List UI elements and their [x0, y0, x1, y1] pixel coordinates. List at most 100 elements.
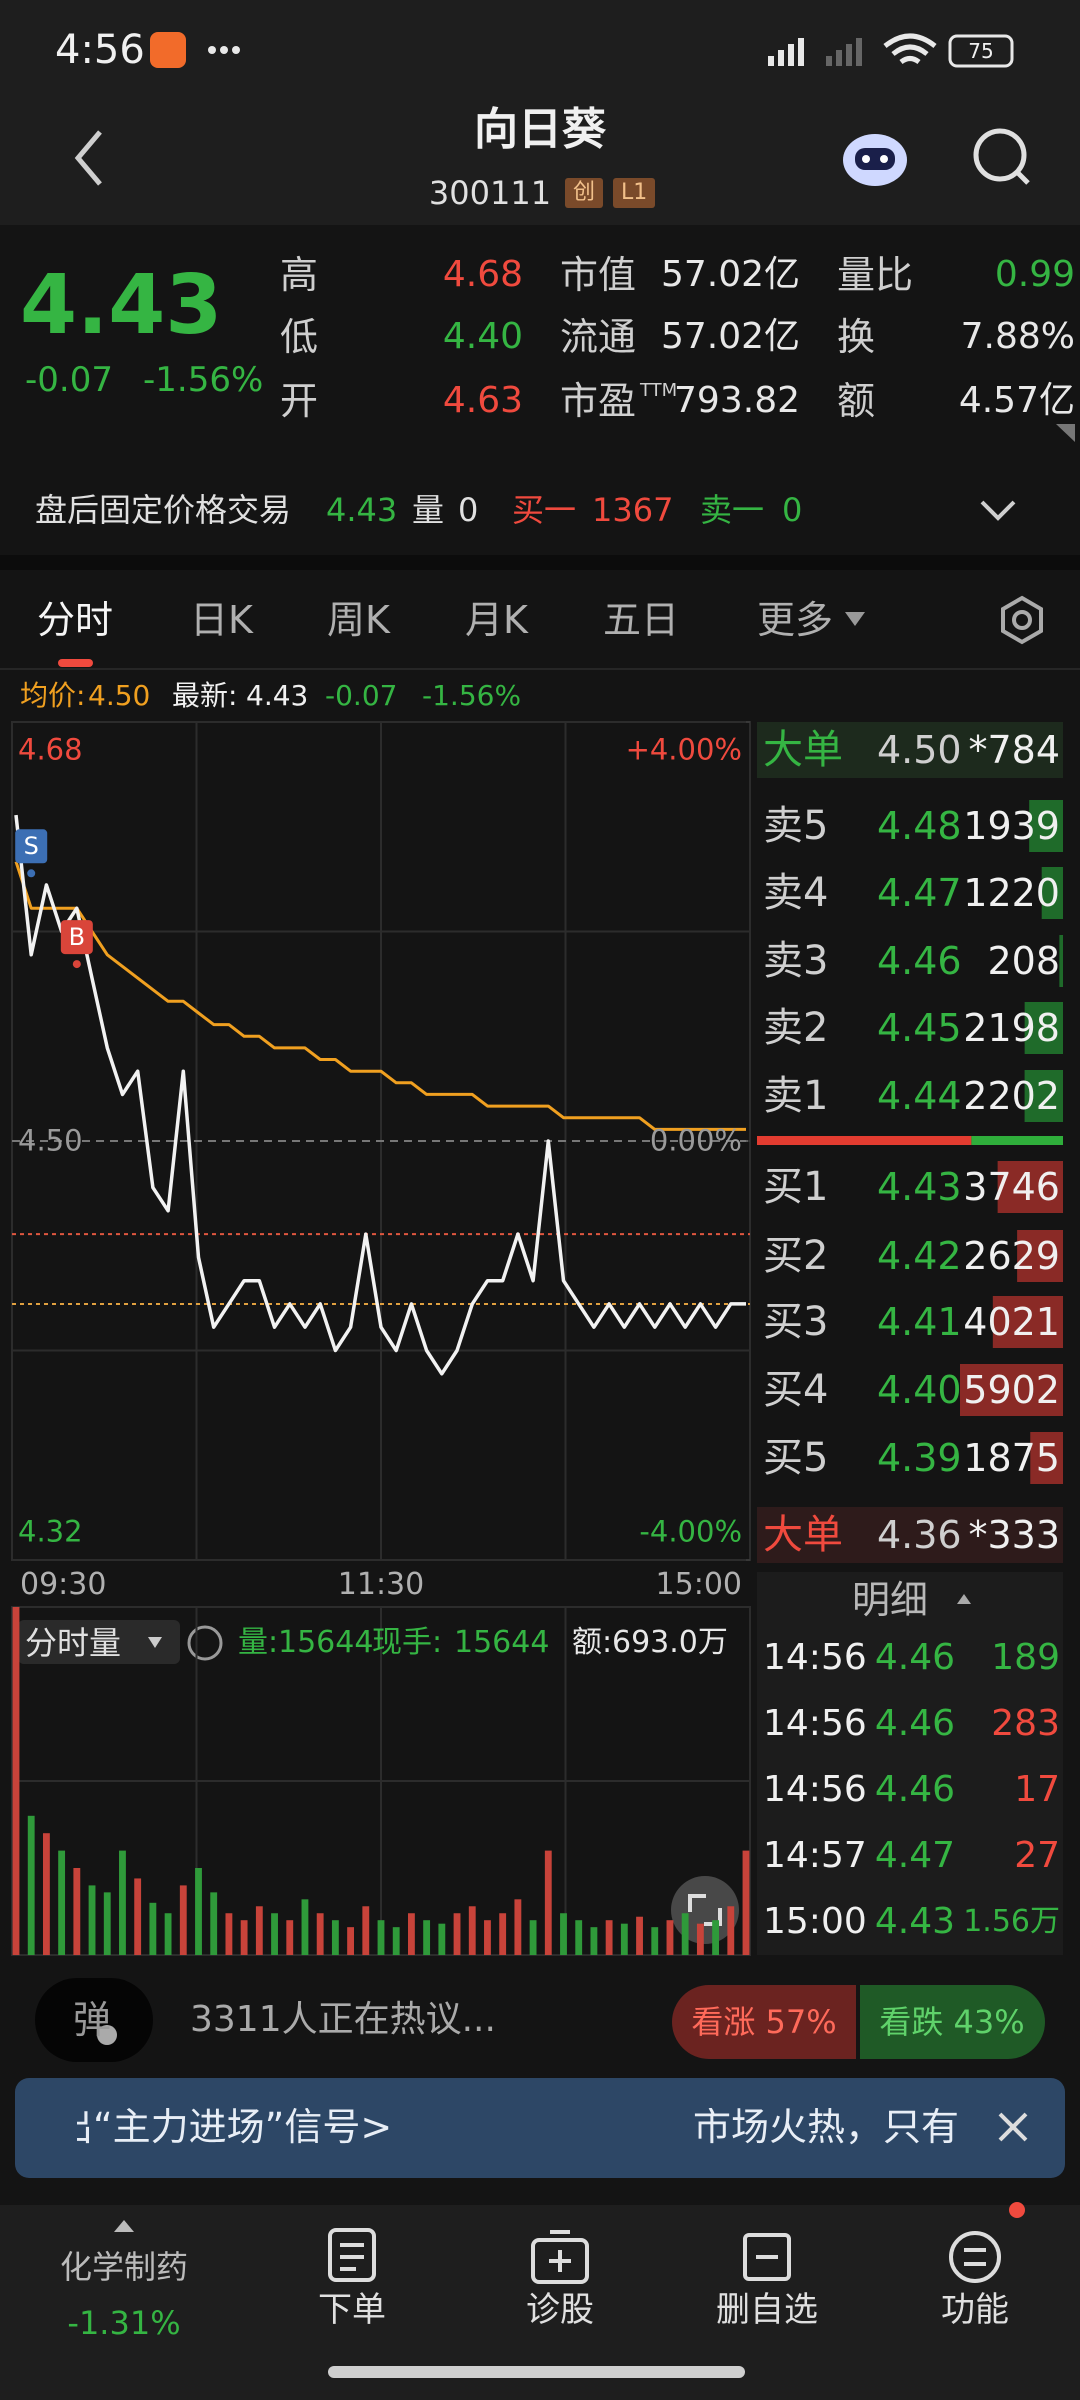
stat-value: 57.02亿	[660, 316, 800, 357]
vote-up-bg[interactable]	[672, 1985, 856, 2059]
last-price: 4.43	[20, 258, 223, 353]
big-order-vol: *333	[968, 1513, 1060, 1557]
back-icon[interactable]	[74, 130, 102, 186]
bid-ratio-bar	[757, 1136, 972, 1145]
book-price: 4.41	[877, 1300, 962, 1344]
y2-tick-label: -4.00%	[639, 1514, 742, 1549]
banner-right[interactable]: 市场火热，只有	[693, 2108, 958, 2146]
sector-name[interactable]: 化学制药	[59, 2248, 189, 2286]
badge: 创	[565, 178, 604, 208]
book-label: 买2	[763, 1233, 829, 1279]
tab[interactable]: 月K	[465, 598, 528, 642]
banner-left[interactable]: 出“主力进场”信号>	[55, 2105, 393, 2149]
volume-bar	[27, 1815, 35, 1955]
settings-icon[interactable]	[1001, 595, 1043, 645]
book-price: 4.39	[877, 1436, 962, 1480]
y2-tick-label: 0.00%	[649, 1123, 742, 1158]
stat-label: 市值	[560, 253, 637, 297]
big-order-vol: *784	[968, 728, 1060, 772]
depth-bar	[1030, 1432, 1063, 1484]
nav-dot	[1009, 2202, 1025, 2218]
detail-time: 14:56	[763, 1703, 867, 1744]
volume-bar	[225, 1913, 233, 1955]
volume-bar	[438, 1923, 446, 1955]
book-vol: 3746	[963, 1165, 1060, 1209]
nav-item[interactable]: 功能	[941, 2290, 1009, 2330]
trade-marker	[15, 829, 48, 864]
status-time: 4:56	[55, 27, 145, 73]
book-price: 4.44	[877, 1074, 962, 1118]
nav-item[interactable]: 下单	[318, 2290, 386, 2330]
detail-vol: 189	[991, 1637, 1060, 1678]
search-icon[interactable]	[973, 128, 1030, 185]
price-change-pct: -1.56%	[143, 360, 264, 400]
tab-underline	[58, 659, 93, 667]
volume-bar	[575, 1920, 583, 1955]
volume-stat-label: 量:	[238, 1625, 279, 1660]
vote-up[interactable]: 看涨 57%	[691, 2003, 837, 2041]
danmu-button[interactable]	[35, 1978, 153, 2062]
tab[interactable]: 更多	[757, 598, 834, 642]
detail-vol: 1.56万	[963, 1904, 1060, 1939]
volume-bar	[240, 1920, 248, 1955]
help-icon[interactable]	[187, 1625, 223, 1661]
nav-item[interactable]: 诊股	[526, 2290, 594, 2330]
book-label: 卖5	[763, 803, 829, 849]
volume-bar	[681, 1913, 689, 1955]
book-label: 买3	[763, 1299, 829, 1345]
vote-down-bg[interactable]	[860, 1985, 1045, 2059]
volume-bar	[392, 1927, 400, 1955]
after-hours-ask-label: 卖一	[700, 491, 765, 529]
detail-vol: 17	[1014, 1769, 1060, 1810]
book-label: 买1	[763, 1164, 829, 1210]
volume-bar	[529, 1920, 537, 1955]
book-price: 4.47	[877, 871, 962, 915]
expand-icon[interactable]	[980, 500, 1016, 521]
stat-label: 换	[837, 315, 876, 359]
x-tick-label: 15:00	[655, 1567, 742, 1602]
stock-code: 300111	[428, 174, 552, 212]
book-label: 卖3	[763, 938, 829, 984]
tab[interactable]: 日K	[190, 598, 253, 642]
book-vol: 4021	[963, 1300, 1060, 1344]
stat-label: 高	[280, 253, 319, 297]
volume-bar	[407, 1913, 415, 1955]
volume-bar	[605, 1920, 613, 1955]
volume-bar	[179, 1885, 187, 1955]
robot-icon[interactable]	[843, 134, 907, 186]
banner-bg[interactable]	[15, 2078, 1065, 2178]
stat-value: 4.63	[442, 380, 523, 421]
big-order-label: 大单	[763, 727, 843, 773]
close-icon[interactable]	[998, 2112, 1028, 2142]
after-hours-vol: 0	[458, 491, 479, 529]
stat-value: 4.57亿	[958, 380, 1075, 421]
volume-bar	[423, 1920, 431, 1955]
stat-label: 流通	[560, 315, 637, 359]
tab[interactable]: 分时	[37, 598, 114, 642]
tab[interactable]: 五日	[603, 598, 680, 642]
nav-item[interactable]: 删自选	[716, 2290, 818, 2330]
book-vol: 1939	[963, 804, 1060, 848]
x-tick-label: 11:30	[337, 1567, 425, 1602]
danmu-label[interactable]: 弹	[72, 1998, 112, 2042]
details-title[interactable]: 明细	[851, 1578, 929, 1622]
book-label: 卖1	[763, 1073, 829, 1119]
sector-caret	[114, 2220, 134, 2232]
volume-bar	[544, 1850, 552, 1955]
more-dots	[208, 46, 240, 54]
detail-vol: 283	[991, 1703, 1060, 1744]
depth-bar	[1024, 1002, 1063, 1054]
volume-bar	[331, 1920, 339, 1955]
stat-label: 低	[280, 315, 319, 359]
tab[interactable]: 周K	[327, 598, 390, 642]
volume-bar	[453, 1913, 461, 1955]
trade-marker-dot	[27, 869, 36, 878]
discussion-text[interactable]: 3311人正在热议...	[190, 1999, 496, 2040]
vote-down[interactable]: 看跌 43%	[879, 2003, 1025, 2041]
battery-level: 75	[968, 39, 994, 63]
after-hours-bid-label: 买一	[512, 491, 577, 529]
book-price: 4.43	[877, 1165, 962, 1209]
volume-bar	[651, 1927, 659, 1955]
trade-marker-label: S	[23, 832, 39, 861]
